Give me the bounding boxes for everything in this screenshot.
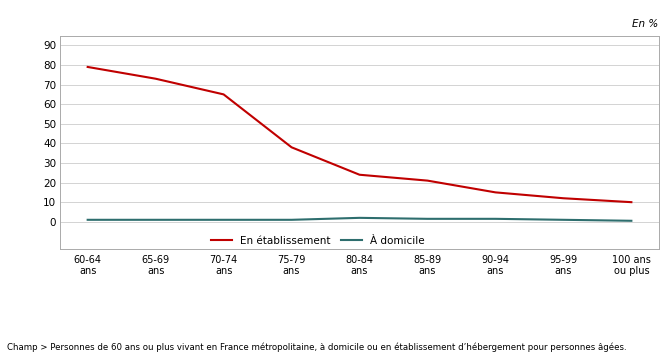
Text: Champ > Personnes de 60 ans ou plus vivant en France métropolitaine, à domicile : Champ > Personnes de 60 ans ou plus viva… <box>7 343 626 352</box>
Legend: En établissement, À domicile: En établissement, À domicile <box>211 236 425 246</box>
Text: En %: En % <box>632 19 659 29</box>
